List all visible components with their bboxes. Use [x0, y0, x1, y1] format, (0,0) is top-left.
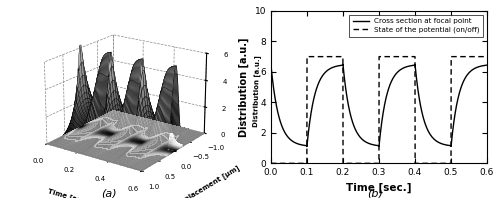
State of the potential (on/off) [483, 55, 489, 58]
State of the potential (on/off) [304, 55, 310, 58]
State of the potential (on/off) [484, 55, 490, 58]
Cross section at focal point [268, 63, 274, 65]
State of the potential (on/off) [365, 162, 371, 165]
State of the potential (on/off) [318, 55, 324, 58]
X-axis label: Time [sec.]: Time [sec.] [47, 188, 91, 198]
Y-axis label: Distribution [a.u.]: Distribution [a.u.] [239, 37, 249, 137]
Text: (a): (a) [101, 188, 117, 198]
Text: (b): (b) [367, 188, 383, 198]
Cross section at focal point [319, 75, 325, 77]
X-axis label: Time [sec.]: Time [sec.] [346, 183, 412, 193]
State of the potential (on/off) [321, 55, 327, 58]
Legend: Cross section at focal point, State of the potential (on/off): Cross section at focal point, State of t… [349, 14, 484, 36]
Y-axis label: Displacement [µm]: Displacement [µm] [172, 164, 241, 198]
Cross section at focal point [349, 120, 355, 123]
State of the potential (on/off) [349, 162, 355, 165]
Cross section at focal point [484, 64, 490, 66]
Line: State of the potential (on/off): State of the potential (on/off) [271, 57, 487, 163]
Cross section at focal point [321, 73, 327, 76]
Cross section at focal point [304, 145, 310, 148]
Cross section at focal point [318, 77, 324, 79]
State of the potential (on/off) [319, 55, 325, 58]
Line: Cross section at focal point: Cross section at focal point [271, 64, 487, 147]
Cross section at focal point [483, 64, 489, 67]
Cross section at focal point [365, 142, 371, 144]
State of the potential (on/off) [268, 162, 274, 165]
